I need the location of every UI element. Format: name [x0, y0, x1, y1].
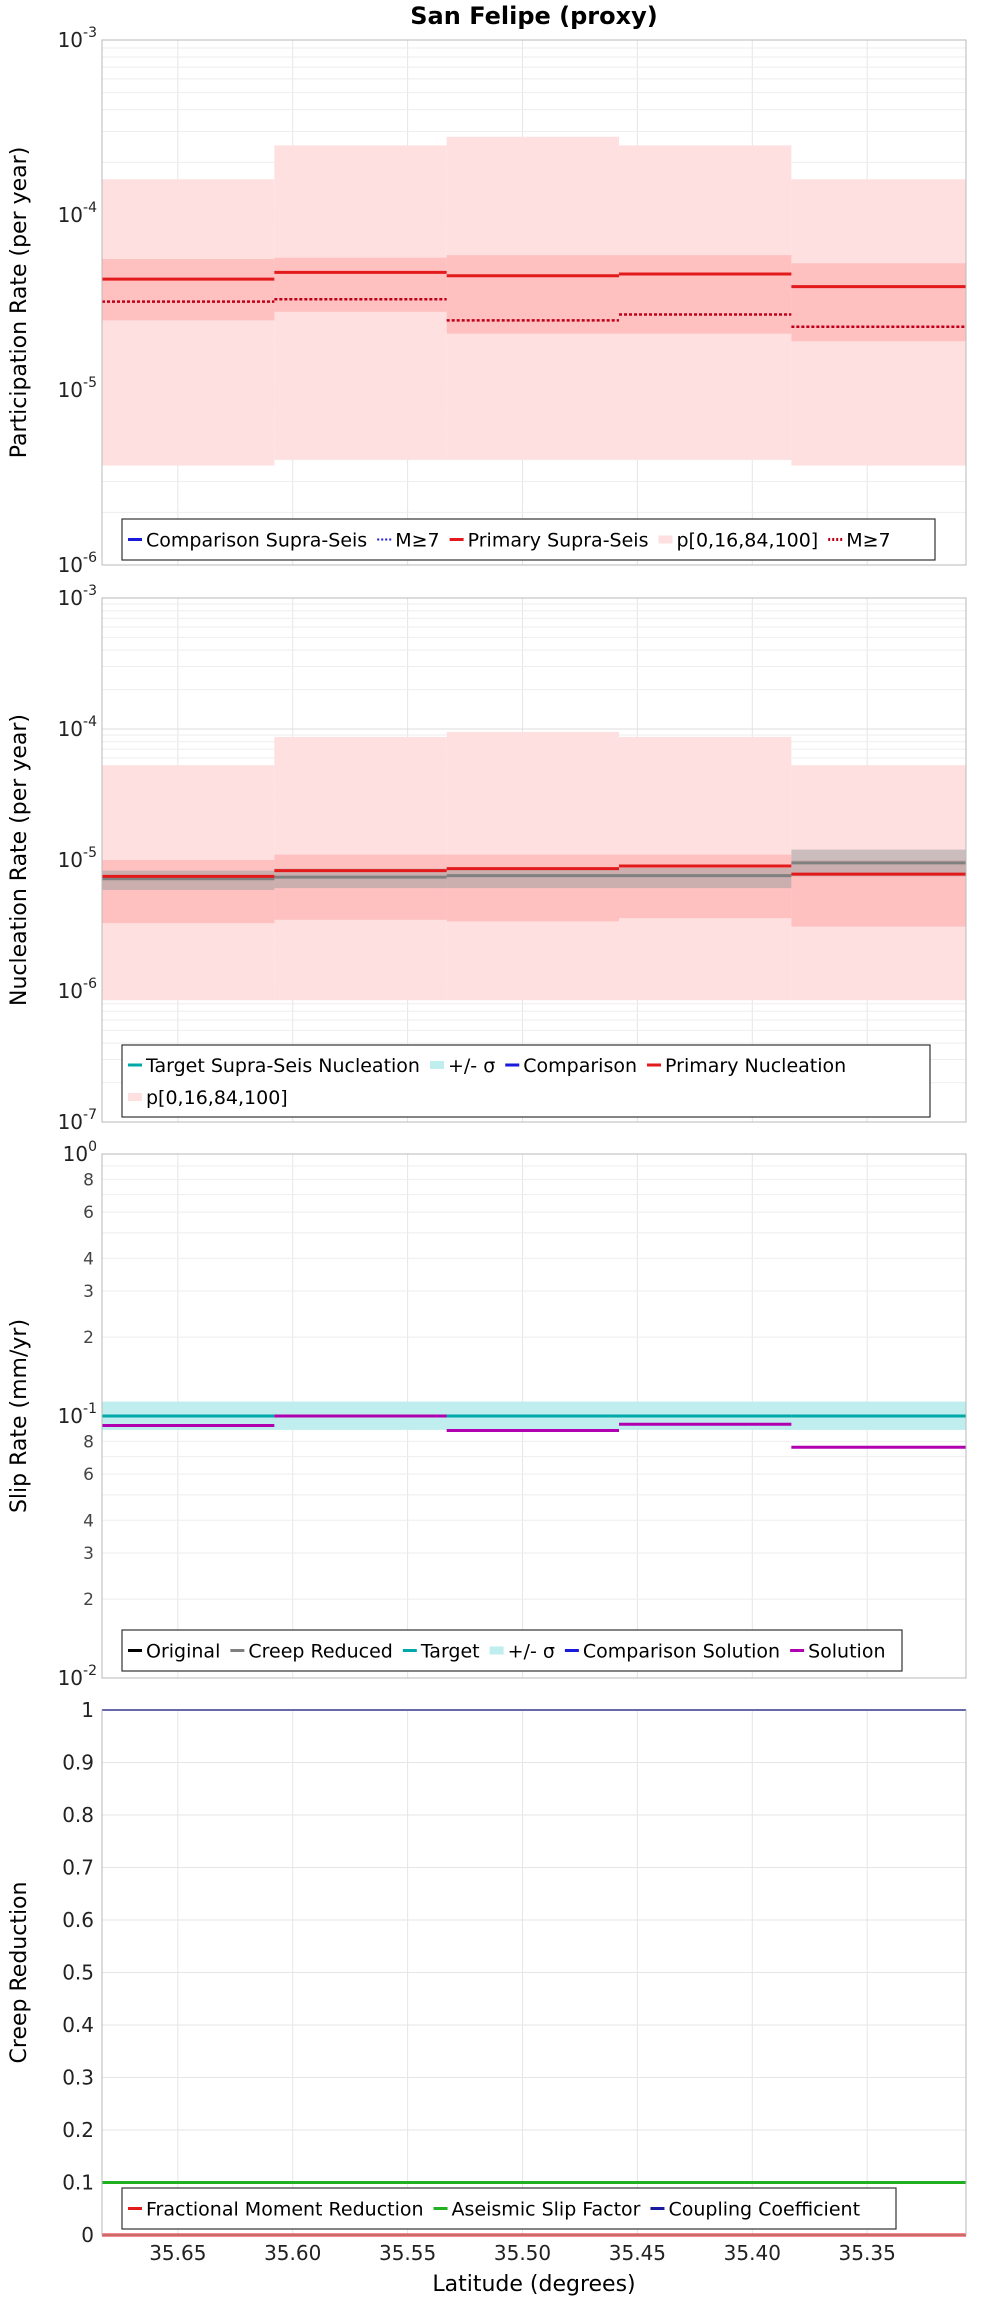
percentile-band-inner — [102, 259, 275, 321]
y-axis-label: Slip Rate (mm/yr) — [7, 1319, 32, 1513]
y-tick-label: 0.6 — [62, 1908, 94, 1932]
y-tick-label: 0.7 — [62, 1856, 94, 1880]
panel-4: 0 0.1 0.2 0.3 0.4 0.5 0.6 0.7 0.8 0.9 1 Creep Reduc… — [7, 1698, 967, 2297]
x-tick-label: 35.55 — [379, 2241, 436, 2265]
y-tick-label: 10-5 — [58, 375, 97, 402]
y-axis-label: Creep Reduction — [7, 1882, 32, 2064]
y-minor-tick-label: 3 — [83, 1544, 94, 1564]
legend-item-label: p[0,16,84,100] — [146, 1087, 288, 1109]
x-tick-label: 35.60 — [264, 2241, 321, 2265]
legend-item-label: M≥7 — [395, 530, 439, 552]
x-tick-label: 35.65 — [149, 2241, 206, 2265]
y-tick-label: 0.5 — [62, 1961, 94, 1985]
legend-item-label: Primary Nucleation — [665, 1055, 846, 1077]
percentile-band-inner — [274, 257, 447, 312]
legend-panel-2: Target Supra-Seis Nucleation +/- σ Compari… — [121, 1044, 931, 1118]
y-tick-label: 0.1 — [62, 2171, 94, 2195]
y-tick-label: 10-2 — [58, 1663, 97, 1690]
y-minor-tick-label: 4 — [83, 1511, 94, 1531]
y-tick-label: 10-4 — [58, 714, 98, 741]
legend-item-label: Comparison — [523, 1055, 637, 1077]
y-minor-tick-label: 3 — [83, 1282, 94, 1302]
y-tick-label: 0.3 — [62, 2066, 94, 2090]
percentile-band-inner — [619, 255, 792, 334]
legend-item-label: Target Supra-Seis Nucleation — [145, 1055, 420, 1077]
y-tick-label: 10-3 — [58, 583, 97, 610]
legend-box — [121, 1629, 903, 1672]
y-minor-tick-label: 8 — [83, 1170, 94, 1190]
y-tick-label: 10-6 — [58, 550, 98, 577]
y-tick-label: 0 — [81, 2223, 94, 2247]
legend-box — [121, 2187, 897, 2230]
y-minor-tick-label: 2 — [83, 1328, 94, 1348]
legend-item-label: Original — [146, 1641, 220, 1663]
y-tick-label: 10-5 — [58, 845, 97, 872]
chart-title: San Felipe (proxy) — [410, 2, 657, 30]
legend-panel-1: Comparison Supra-Seis M≥7 Primary Supra-Se… — [121, 518, 936, 561]
legend-item-label: Creep Reduced — [248, 1641, 392, 1663]
panel-3: 10-2 10-1 100 2 3 4 6 8 2 3 4 6 8 Slip Rate (mm/yr) — [7, 1139, 967, 1690]
percentile-band-inner — [102, 860, 275, 924]
plot-frame — [101, 1709, 967, 2236]
panel-2: 10-7 10-6 10-5 10-4 10-3 Nucleation Rate (per… — [7, 583, 967, 1134]
legend-item-label: Solution — [808, 1641, 885, 1663]
x-tick-label: 35.35 — [839, 2241, 896, 2265]
legend-item-label: +/- σ — [448, 1055, 495, 1077]
y-tick-label: 10-3 — [58, 25, 97, 52]
percentile-band-inner — [446, 255, 620, 334]
legend-item-label: M≥7 — [846, 530, 890, 552]
x-tick-label: 35.40 — [724, 2241, 781, 2265]
legend-item-label: +/- σ — [508, 1641, 555, 1663]
comparison-band — [619, 867, 792, 889]
x-axis-label: Latitude (degrees) — [432, 2272, 635, 2297]
plot-frame — [101, 1153, 967, 1679]
legend-box — [121, 518, 936, 561]
x-tick-label: 35.45 — [609, 2241, 666, 2265]
y-minor-tick-label: 2 — [83, 1590, 94, 1610]
y-tick-label: 1 — [81, 1698, 94, 1722]
x-tick-label: 35.50 — [494, 2241, 551, 2265]
y-tick-label: 0.8 — [62, 1803, 94, 1827]
legend-item-label: Target — [420, 1641, 480, 1663]
y-tick-label: 0.9 — [62, 1751, 94, 1775]
y-axis-label: Participation Rate (per year) — [7, 147, 32, 459]
y-tick-label: 0.2 — [62, 2118, 94, 2142]
y-minor-tick-label: 6 — [83, 1465, 94, 1485]
y-tick-label: 10-7 — [58, 1107, 97, 1134]
comparison-band — [102, 870, 275, 891]
plot-frame — [101, 39, 967, 566]
percentile-band-inner — [791, 263, 966, 342]
percentile-band-outer — [102, 179, 275, 466]
legend-item-label: Fractional Moment Reduction — [146, 2199, 424, 2221]
y-tick-label: 10-1 — [58, 1401, 97, 1428]
y-minor-tick-label: 8 — [83, 1432, 94, 1452]
legend-panel-4: Fractional Moment Reduction Aseismic Slip… — [121, 2187, 897, 2230]
comparison-band — [446, 867, 620, 889]
legend-item-label: p[0,16,84,100] — [676, 530, 818, 552]
y-tick-label: 0.4 — [62, 2013, 94, 2037]
legend-item-label: Comparison Supra-Seis — [146, 530, 367, 552]
legend-panel-3: Original Creep Reduced Target +/- σ Comparis… — [121, 1629, 903, 1672]
plot-frame — [101, 597, 967, 1123]
y-tick-label: 10-6 — [58, 976, 98, 1003]
legend-item-label: Aseismic Slip Factor — [452, 2199, 641, 2221]
legend-item-label: Comparison Solution — [583, 1641, 780, 1663]
legend-item-label: Coupling Coefficient — [668, 2199, 860, 2221]
y-tick-label: 100 — [63, 1139, 97, 1166]
legend-item-label: Primary Supra-Seis — [468, 530, 649, 552]
y-minor-tick-label: 4 — [83, 1249, 94, 1269]
y-axis-label: Nucleation Rate (per year) — [7, 714, 32, 1006]
legend-box — [121, 1044, 931, 1118]
panel-1: 10-6 10-5 10-4 10-3 Participation Rate (per … — [7, 25, 967, 577]
y-tick-label: 10-4 — [58, 200, 98, 227]
y-minor-tick-label: 6 — [83, 1203, 94, 1223]
